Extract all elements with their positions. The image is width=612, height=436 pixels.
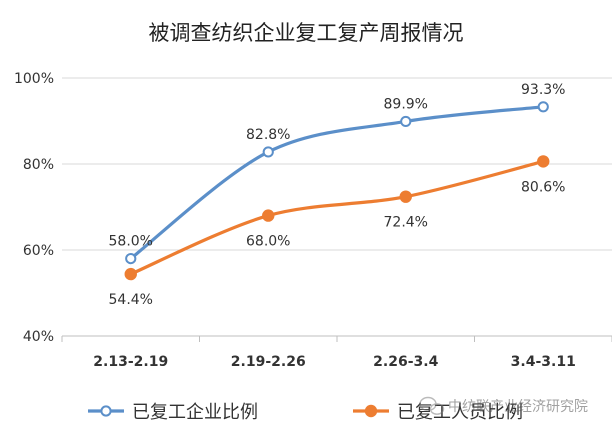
series-1: 58.0% 82.8% 89.9% 93.3% <box>109 82 565 265</box>
x-tick-label: 2.19-2.26 <box>231 354 306 370</box>
y-tick-label: 100% <box>14 71 54 87</box>
data-point <box>399 190 412 203</box>
legend-item-2: 已复工人员比例 <box>353 402 523 423</box>
series-line <box>129 159 545 276</box>
x-tick-label: 2.13-2.19 <box>93 354 168 370</box>
series-line <box>129 105 545 261</box>
data-point <box>124 267 137 281</box>
legend-label: 已复工企业比例 <box>132 402 258 423</box>
data-label: 54.4% <box>109 292 153 308</box>
legend-marker <box>364 404 378 418</box>
y-tick-label: 40% <box>23 329 54 345</box>
data-point <box>262 146 274 158</box>
data-point <box>125 253 137 265</box>
data-label: 80.6% <box>521 179 565 195</box>
wechat-icon <box>419 396 445 415</box>
y-tick-label: 80% <box>23 157 54 173</box>
series-group: 58.0% 82.8% 89.9% 93.3% 54.4% 68.0% 72.4% 80.6% <box>109 82 566 308</box>
watermark-text: 中纺联产业经济研究院 <box>448 399 588 415</box>
y-axis: 40% 60% 80% 100% <box>14 71 54 345</box>
chart-title: 被调查纺织企业复工复产周报情况 <box>149 21 464 45</box>
data-label: 89.9% <box>384 96 428 112</box>
legend: 已复工企业比例 已复工人员比例 <box>88 402 523 423</box>
gridlines <box>62 77 612 251</box>
legend-item-1: 已复工企业比例 <box>88 402 258 423</box>
x-tick-label: 2.26-3.4 <box>373 354 438 370</box>
data-label: 93.3% <box>521 82 565 98</box>
x-axis: 2.13-2.19 2.19-2.26 2.26-3.4 3.4-3.11 <box>61 335 612 370</box>
data-label: 72.4% <box>384 215 428 231</box>
watermark: 中纺联产业经济研究院 <box>419 396 588 415</box>
data-label: 68.0% <box>246 234 290 250</box>
data-point <box>537 101 549 113</box>
data-label: 58.0% <box>109 234 153 250</box>
data-point <box>262 209 275 222</box>
legend-marker <box>100 405 112 417</box>
data-point <box>537 155 550 168</box>
data-point <box>400 115 412 128</box>
legend-label: 已复工人员比例 <box>397 402 523 423</box>
x-tick-label: 3.4-3.11 <box>511 354 576 370</box>
series-2: 54.4% 68.0% 72.4% 80.6% <box>109 155 565 308</box>
data-label: 82.8% <box>246 127 290 143</box>
y-tick-label: 60% <box>23 243 54 259</box>
